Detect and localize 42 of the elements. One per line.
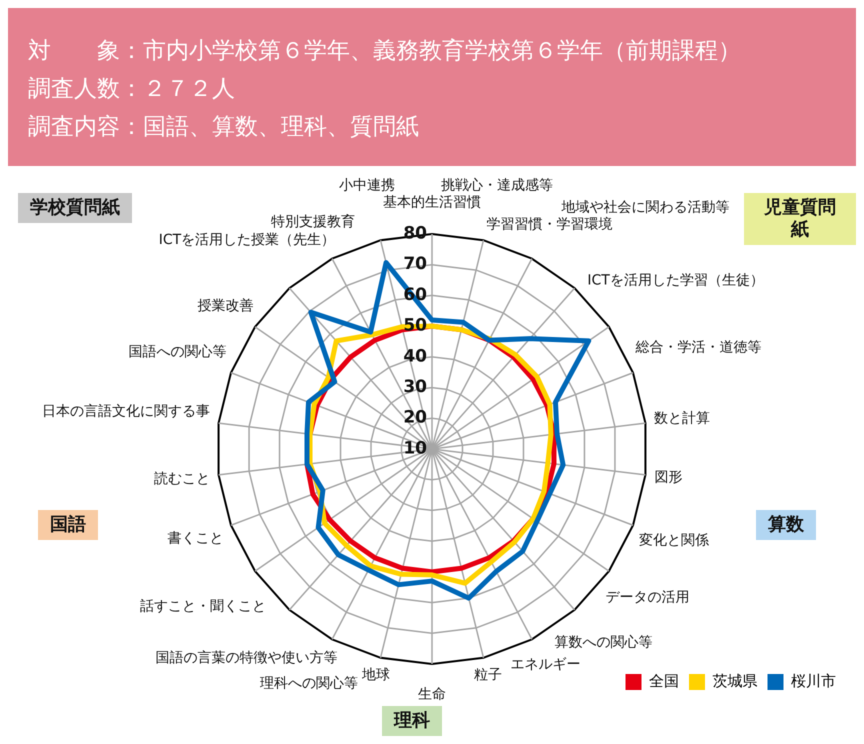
spoke-label: ICTを活用した学習（生徒） — [587, 272, 764, 288]
spoke-label: 数と計算 — [654, 410, 710, 426]
spoke-label: 基本的生活習慣 — [383, 194, 481, 211]
text: 調査内容：国語、算数、理科、質問紙 — [28, 113, 420, 142]
spoke-label: 小中連携 — [339, 178, 396, 194]
spoke-label: 話すこと・聞くこと — [140, 598, 266, 615]
spoke-label: 変化と関係 — [639, 532, 710, 548]
chart-subtitle: 調査人数：２７２人 — [28, 75, 236, 104]
text: 児童質問紙 — [744, 193, 856, 245]
text: 理科 — [382, 706, 442, 736]
spoke-label: 学習習慣・学習環境 — [486, 216, 613, 233]
legend-label: 桜川市 — [791, 672, 836, 690]
spoke-label: ICTを活用した授業（先生） — [158, 232, 336, 248]
spoke-label: エネルギー — [510, 656, 580, 673]
spoke-label: 授業改善 — [197, 297, 254, 314]
spoke-label: 読むこと — [154, 471, 210, 488]
spoke-label: 生命 — [418, 686, 446, 703]
spoke-label: 国語の言葉の特徴や使い方等 — [155, 650, 338, 666]
chart-title: 対 象：市内小学校第６学年、義務教育学校第６学年（前期課程） — [28, 37, 742, 66]
text: 学校質問紙 — [18, 193, 132, 223]
spoke-label: 地域や社会に関わる活動等 — [560, 200, 730, 216]
spoke-label: 国語への関心等 — [128, 344, 227, 360]
spoke-label: 算数への関心等 — [554, 634, 653, 651]
spoke-label: 図形 — [654, 469, 682, 486]
spoke-label: データの活用 — [606, 589, 690, 606]
y-tick-label: 40 — [403, 346, 428, 366]
spoke-label: 日本の言語文化に関する事 — [42, 404, 210, 420]
spoke-label: 特別支援教育 — [271, 212, 356, 230]
spoke-label: 挑戦心・達成感等 — [440, 178, 553, 194]
spoke-label: 理科への関心等 — [260, 675, 358, 692]
y-tick-label: 10 — [403, 438, 428, 458]
spoke-label: 地球 — [361, 666, 390, 683]
spoke-label: 粒子 — [474, 666, 502, 683]
y-tick-label: 30 — [403, 376, 428, 397]
y-tick-label: 20 — [403, 408, 428, 428]
spoke-label: 書くこと — [167, 530, 224, 546]
text: 算数 — [756, 510, 816, 540]
legend-label: 茨城県 — [712, 672, 758, 690]
legend-label: 全国 — [649, 672, 679, 690]
text: 国語 — [38, 510, 98, 540]
y-tick-label: 70 — [403, 254, 428, 274]
spoke-label: 総合・学活・道徳等 — [634, 340, 762, 356]
